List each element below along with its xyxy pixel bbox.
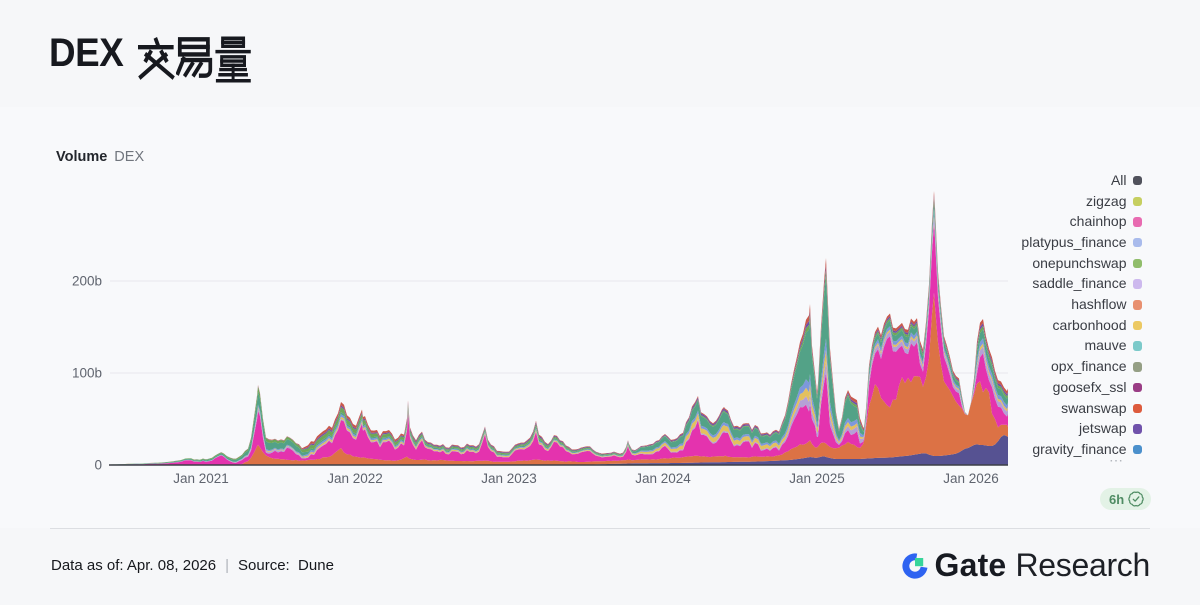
svg-text:200b: 200b bbox=[72, 274, 102, 289]
svg-text:Jan 2024: Jan 2024 bbox=[635, 471, 691, 486]
svg-text:Jan 2022: Jan 2022 bbox=[327, 471, 383, 486]
svg-text:Jan 2023: Jan 2023 bbox=[481, 471, 537, 486]
svg-text:0: 0 bbox=[94, 458, 102, 473]
svg-text:Jan 2025: Jan 2025 bbox=[789, 471, 845, 486]
svg-text:100b: 100b bbox=[72, 366, 102, 381]
svg-text:Jan 2026: Jan 2026 bbox=[943, 471, 999, 486]
svg-text:Jan 2021: Jan 2021 bbox=[173, 471, 229, 486]
